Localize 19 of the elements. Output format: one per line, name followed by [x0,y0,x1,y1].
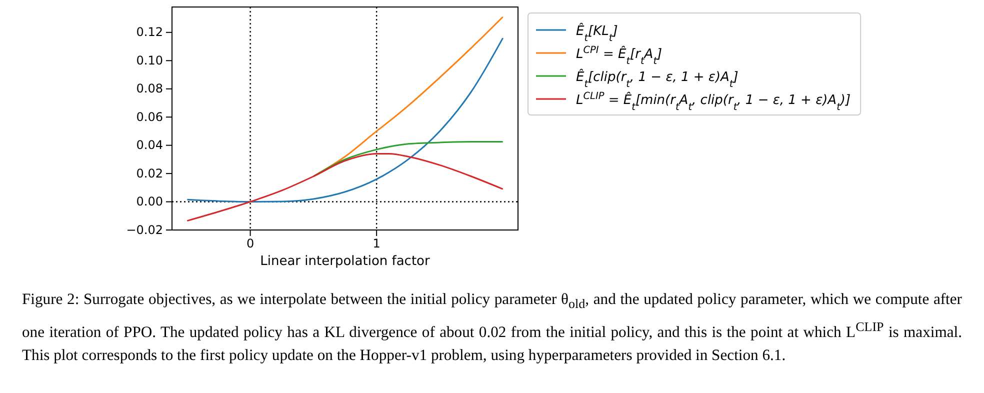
text: Figure 2: Surrogate objectives, as we interpolate between the initial policy parameter θ$_{old}$, and the updated policy parameter, which we compute after one iteration of PPO. The updated policy has a KL divergence of about 0.02 from the initial policy, and this is the point at which L$^{CLIP}$ is maximal. This plot corresponds to the first policy update on the Hopper-v1 problem, using hyperparameters provided in Section 6.1. [22,291,962,364]
line-series [312,141,504,178]
y-tick-label: 0.06 [136,110,163,124]
y-tick-label: 0.00 [136,194,163,209]
text: L$^{CPI}$ = Ê$_{t}$[r$_{t}$A$_{t}$] [576,44,662,66]
y-tick-label: 0.10 [136,53,163,68]
legend-label: Ê$_{t}$[clip(r$_{t}$, 1 − ε, 1 + ε)A$_{t}$] [576,68,738,90]
y-tick-label: 0.02 [136,166,163,180]
x-tick-label: 1 [372,236,380,251]
x-axis-title: Linear interpolation factor [260,254,431,269]
text: L$^{CLIP}$ = Ê$_{t}$[min(r$_{t}$A$_{t}$, clip(r$_{t}$, 1 − ε, 1 + ε)A$_{t}$)] [576,90,851,112]
y-tick-label: 0.08 [136,82,163,96]
x-tick-label: 0 [246,236,254,251]
line-series [186,153,504,222]
y-tick-label: 0.12 [136,25,163,40]
y-tick-label: −0.02 [126,222,163,237]
legend-label: Ê$_{t}$[KL$_{t}$] [576,22,618,44]
y-tick-label: 0.04 [136,138,163,152]
line-series [186,37,504,203]
